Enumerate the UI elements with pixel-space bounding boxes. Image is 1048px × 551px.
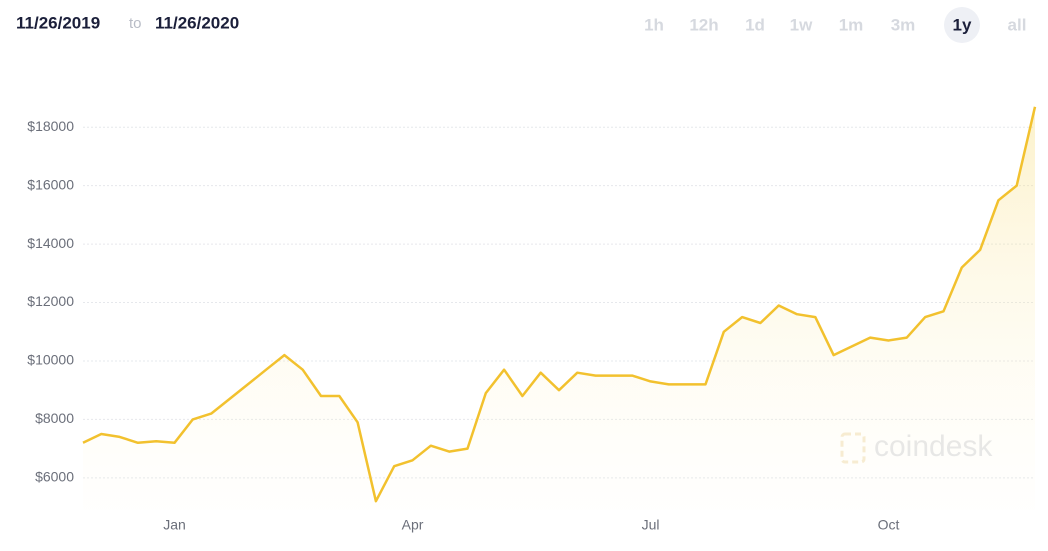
y-tick-label: $14000 bbox=[27, 235, 74, 251]
x-tick-label: Jul bbox=[642, 517, 660, 533]
timeframe-button[interactable]: 1d bbox=[745, 15, 765, 34]
selected-timeframe-bg bbox=[944, 7, 980, 43]
line bbox=[82, 106, 1037, 503]
y-tick-label: $6000 bbox=[35, 469, 74, 485]
timeframe-button[interactable]: 12h bbox=[689, 15, 718, 34]
timeframe-button[interactable]: 3m bbox=[891, 15, 916, 34]
y-tick-label: $12000 bbox=[27, 293, 74, 309]
y-tick-label: $10000 bbox=[27, 352, 74, 368]
timeframe-button[interactable]: 1w bbox=[790, 15, 813, 34]
x-tick-label: Jan bbox=[163, 517, 186, 533]
y-tick-label: $8000 bbox=[35, 410, 74, 426]
x-tick-label: Apr bbox=[402, 517, 424, 533]
date-from: 11/26/2019 bbox=[16, 13, 100, 32]
x-tick-label: Oct bbox=[878, 517, 900, 533]
date-to: 11/26/2020 bbox=[155, 13, 239, 32]
y-tick-label: $18000 bbox=[27, 118, 74, 134]
date-separator: to bbox=[129, 15, 142, 32]
timeframe-button[interactable]: all bbox=[1008, 15, 1027, 34]
timeframe-button[interactable]: 1h bbox=[644, 15, 664, 34]
y-tick-label: $16000 bbox=[27, 176, 74, 192]
area bbox=[83, 106, 1035, 511]
timeframe-button[interactable]: 1y bbox=[953, 15, 972, 34]
timeframe-button[interactable]: 1m bbox=[839, 15, 864, 34]
